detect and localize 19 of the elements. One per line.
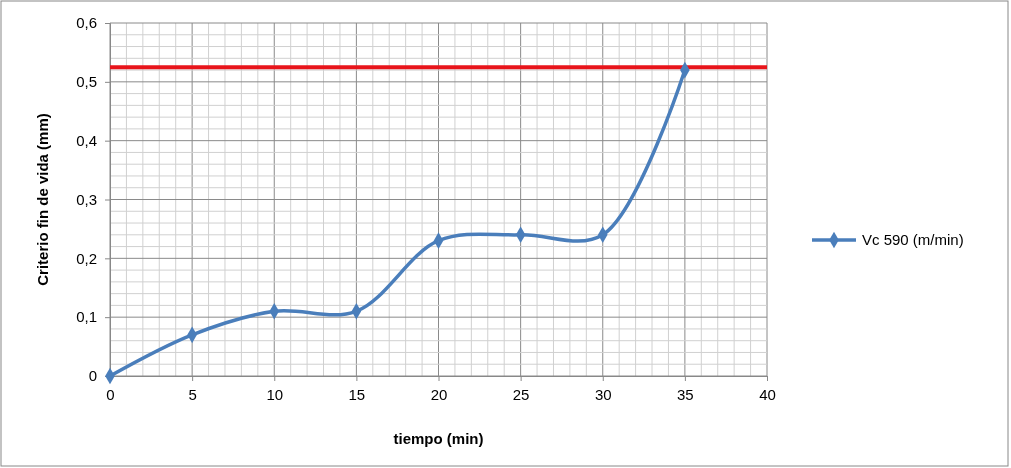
x-tick-label: 25 xyxy=(512,385,530,403)
x-tick-label: 40 xyxy=(759,385,776,403)
y-tick-label: 0,3 xyxy=(76,190,97,208)
y-tick-label: 0 xyxy=(88,367,97,385)
x-axis-title: tiempo (min) xyxy=(393,430,484,447)
y-tick-label: 0,5 xyxy=(76,73,97,91)
y-axis-title: Criterio fin de vida (mm) xyxy=(34,113,51,286)
x-tick-label: 10 xyxy=(266,385,284,403)
x-tick-label: 35 xyxy=(677,385,694,403)
x-tick-label: 20 xyxy=(430,385,448,403)
y-tick-label: 0,6 xyxy=(76,14,97,32)
y-tick-label: 0,2 xyxy=(76,249,97,267)
x-tick-label: 30 xyxy=(594,385,612,403)
y-tick-label: 0,1 xyxy=(76,308,97,326)
x-tick-label: 0 xyxy=(106,385,115,403)
y-tick-label: 0,4 xyxy=(76,131,97,149)
x-tick-label: 5 xyxy=(188,385,197,403)
legend-label: Vc 590 (m/min) xyxy=(862,231,964,248)
x-tick-label: 15 xyxy=(348,385,366,403)
